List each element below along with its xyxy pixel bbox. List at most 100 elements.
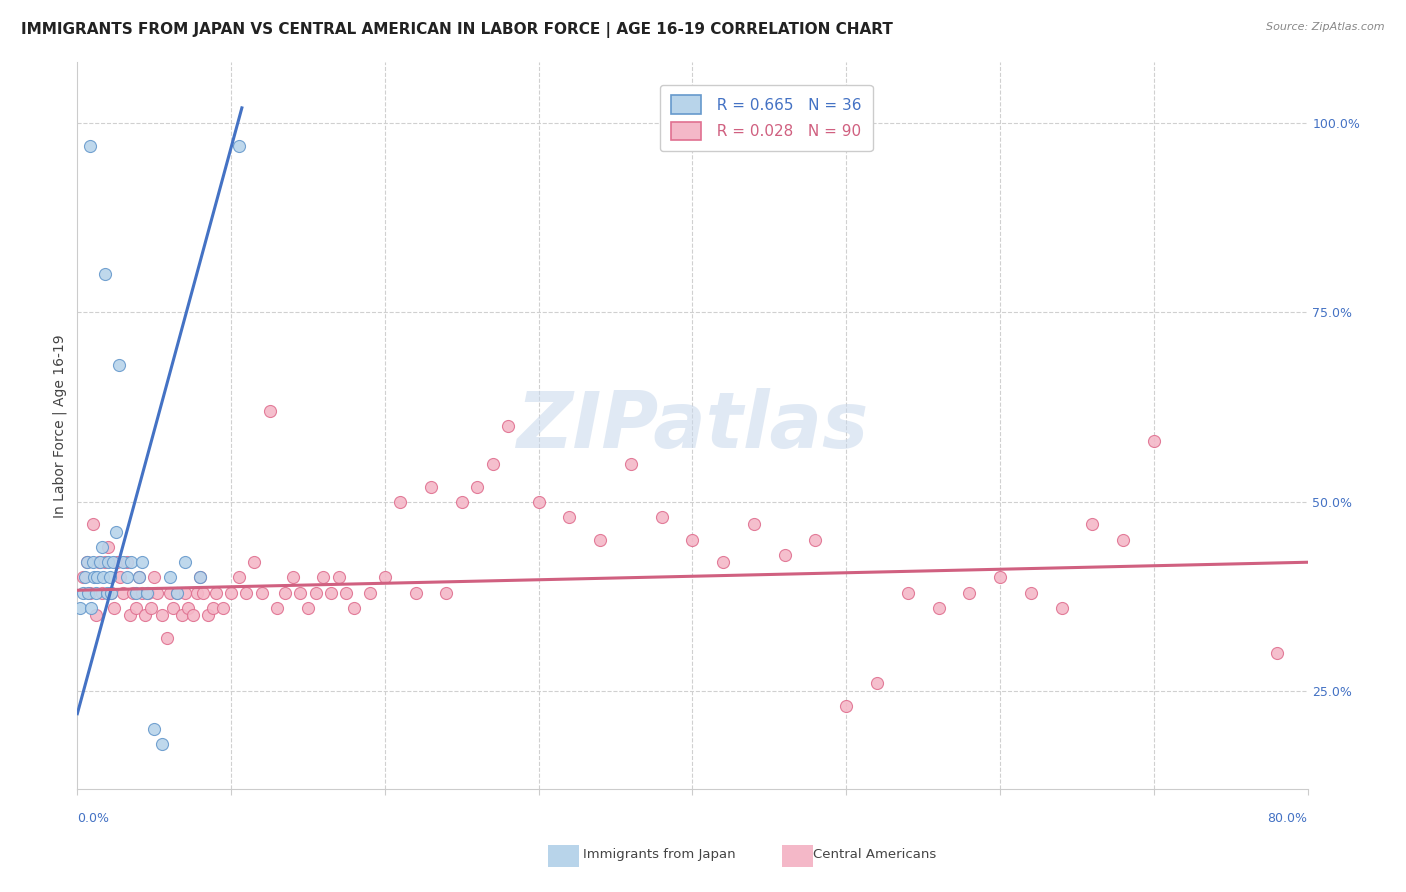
Point (131, 555, 153, 569)
Text: IMMIGRANTS FROM JAPAN VS CENTRAL AMERICAN IN LABOR FORCE | AGE 16-19 CORRELATION: IMMIGRANTS FROM JAPAN VS CENTRAL AMERICA… (21, 22, 893, 38)
Point (174, 555, 197, 569)
Point (897, 585, 920, 599)
Point (141, 600, 163, 615)
Point (103, 600, 125, 615)
Point (957, 585, 980, 599)
Point (988, 570, 1011, 584)
Point (84, 608, 107, 623)
Point (86, 570, 108, 584)
Point (82, 555, 104, 569)
Point (162, 600, 184, 615)
Text: 80.0%: 80.0% (1268, 813, 1308, 825)
Point (72, 585, 94, 599)
Point (711, 555, 734, 569)
Point (212, 600, 235, 615)
Point (105, 555, 128, 569)
Point (146, 585, 169, 599)
Point (343, 600, 366, 615)
Point (166, 585, 188, 599)
Point (1050, 600, 1073, 615)
Point (76, 555, 98, 569)
Point (84, 585, 107, 599)
Point (115, 555, 138, 569)
Point (170, 608, 193, 623)
Point (620, 457, 643, 471)
Point (110, 570, 132, 584)
Point (128, 570, 150, 584)
Point (90, 585, 114, 599)
FancyBboxPatch shape (540, 840, 588, 871)
Point (197, 608, 219, 623)
Point (228, 138, 250, 153)
Point (166, 585, 188, 599)
Point (1081, 517, 1104, 532)
Text: Source: ZipAtlas.com: Source: ZipAtlas.com (1267, 22, 1385, 32)
Point (297, 600, 319, 615)
Point (69, 600, 91, 615)
Point (118, 608, 141, 623)
Point (150, 737, 173, 751)
Point (79, 585, 101, 599)
Point (589, 533, 612, 547)
Point (100, 585, 122, 599)
Point (651, 509, 673, 524)
Point (93, 570, 115, 584)
Point (250, 585, 273, 599)
Legend:   R = 0.665   N = 36,   R = 0.028   N = 90: R = 0.665 N = 36, R = 0.028 N = 90 (659, 85, 873, 151)
Point (150, 608, 173, 623)
Point (104, 524, 127, 539)
Point (481, 457, 503, 471)
Point (97, 540, 120, 554)
Point (335, 585, 357, 599)
Point (108, 359, 131, 373)
Point (77, 585, 100, 599)
Point (98, 570, 121, 584)
Point (186, 585, 208, 599)
Point (682, 533, 704, 547)
Point (131, 585, 153, 599)
Point (174, 585, 197, 599)
Point (496, 419, 519, 434)
Point (389, 494, 412, 508)
Point (405, 585, 427, 599)
Point (204, 585, 226, 599)
Point (125, 585, 148, 599)
Point (773, 548, 796, 562)
Point (228, 570, 250, 584)
Point (120, 555, 142, 569)
Point (436, 585, 458, 599)
Point (450, 494, 472, 508)
Point (266, 600, 288, 615)
Point (82, 517, 104, 532)
Point (281, 570, 304, 584)
Point (274, 585, 297, 599)
Point (155, 631, 177, 645)
Point (90, 540, 114, 554)
Point (181, 608, 204, 623)
Point (100, 585, 122, 599)
Text: Central Americans: Central Americans (813, 848, 936, 861)
Point (101, 555, 124, 569)
Point (73, 570, 96, 584)
Text: 0.0%: 0.0% (77, 813, 110, 825)
Point (804, 533, 827, 547)
Point (374, 570, 396, 584)
Point (72, 570, 94, 584)
Point (1019, 585, 1042, 599)
Point (742, 517, 765, 532)
Point (134, 608, 156, 623)
Point (305, 585, 328, 599)
Point (1265, 646, 1288, 660)
Point (97, 555, 120, 569)
Point (201, 600, 224, 615)
Point (89, 555, 111, 569)
Point (420, 479, 443, 493)
FancyBboxPatch shape (775, 840, 821, 871)
Point (79, 138, 101, 153)
Point (243, 555, 266, 569)
Point (188, 570, 212, 584)
Point (359, 585, 381, 599)
Point (128, 570, 150, 584)
Y-axis label: In Labor Force | Age 16-19: In Labor Force | Age 16-19 (52, 334, 67, 517)
Point (328, 570, 350, 584)
